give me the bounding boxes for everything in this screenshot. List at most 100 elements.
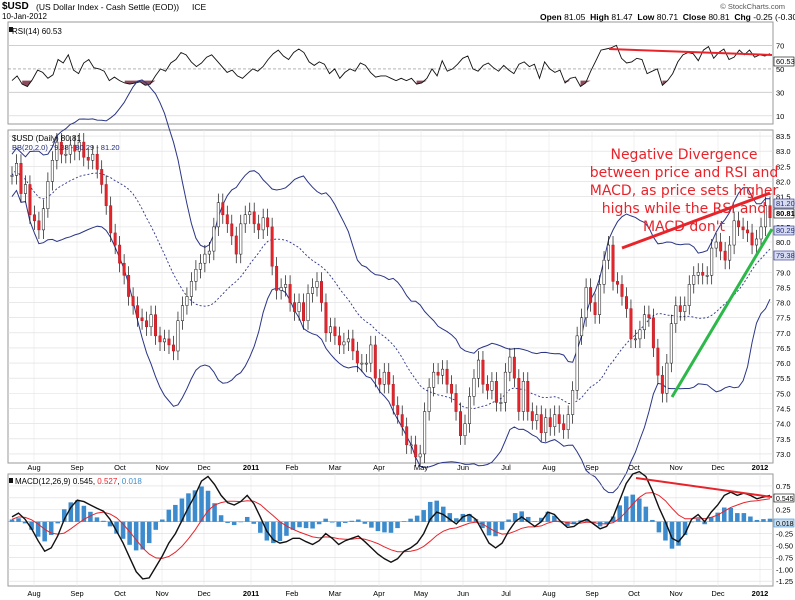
price-candle xyxy=(485,384,489,391)
price-candle xyxy=(203,253,207,264)
histogram-tag: 0.018 xyxy=(776,521,794,528)
histogram-bar xyxy=(68,502,74,522)
price-candle xyxy=(701,272,705,276)
price-candle xyxy=(732,220,736,246)
stockcharts-credit: © StockCharts.com xyxy=(720,2,785,11)
x-tick-label: Mar xyxy=(329,463,342,472)
price-candle xyxy=(91,153,95,161)
price-candle xyxy=(28,184,32,216)
price-candle xyxy=(656,347,660,376)
histogram-bar xyxy=(199,486,204,522)
price-candle xyxy=(521,381,525,412)
price-candle xyxy=(337,335,341,346)
price-tick-label: 76.0 xyxy=(776,359,791,368)
price-candle xyxy=(46,181,50,209)
macd-tick-label: -1.00 xyxy=(776,565,793,574)
x-tick-label: May xyxy=(414,463,428,472)
histogram-bar xyxy=(42,521,47,542)
price-candle xyxy=(86,156,90,161)
price-candle xyxy=(553,414,557,427)
histogram-bar xyxy=(81,505,87,522)
x-tick-label: Oct xyxy=(114,463,127,472)
price-candle xyxy=(158,335,162,343)
price-candle xyxy=(216,202,220,228)
price-candle xyxy=(41,208,45,231)
x-tick-label: May xyxy=(414,589,428,598)
histogram-bar xyxy=(617,505,622,522)
price-candle xyxy=(503,371,507,403)
x-tick-label: 2012 xyxy=(752,463,769,472)
price-candle xyxy=(557,414,561,424)
price-candle xyxy=(571,390,575,415)
histogram-bar xyxy=(695,518,701,522)
price-candle xyxy=(629,308,633,340)
histogram-bar xyxy=(205,490,211,522)
price-tick-label: 77.5 xyxy=(776,314,791,323)
histogram-bar xyxy=(584,519,590,522)
macd-tick-label: 0.25 xyxy=(776,506,791,515)
price-candle xyxy=(355,350,359,364)
rsi-line xyxy=(11,44,771,88)
price-candle xyxy=(351,338,355,352)
price-candle xyxy=(714,241,718,249)
macd-signal-line xyxy=(11,492,771,559)
x-tick-label: 2011 xyxy=(243,463,259,472)
price-candle xyxy=(705,275,709,277)
symbol: $USD xyxy=(2,1,29,12)
rsi-grid xyxy=(8,44,773,117)
histogram-bar xyxy=(369,521,374,528)
price-candle xyxy=(405,426,409,446)
price-candle xyxy=(194,269,198,282)
histogram-bar xyxy=(414,515,420,522)
price-candle xyxy=(696,272,700,276)
price-candle xyxy=(297,302,301,312)
price-tick-label: 75.5 xyxy=(776,374,791,383)
histogram-bar xyxy=(682,521,688,535)
price-candle xyxy=(418,453,422,458)
price-candle xyxy=(167,338,171,346)
price-candle xyxy=(275,265,279,291)
histogram-bar xyxy=(212,503,217,522)
histogram-bar xyxy=(741,513,747,522)
histogram-bar xyxy=(290,521,296,530)
histogram-bar xyxy=(336,521,341,527)
price-candle xyxy=(270,226,274,267)
x-tick-label: Oct xyxy=(628,463,641,472)
histogram-bar xyxy=(604,521,609,524)
price-candle xyxy=(575,335,579,391)
histogram-bar xyxy=(630,494,636,522)
histogram-bar xyxy=(532,521,538,522)
price-candle xyxy=(324,302,328,334)
price-candle xyxy=(423,411,427,455)
bollinger-middle xyxy=(11,168,771,409)
histogram-bar xyxy=(748,516,753,522)
histogram-bar xyxy=(160,519,165,522)
price-candle xyxy=(109,205,113,234)
x-tick-label: Dec xyxy=(711,463,725,472)
macd-divergence-line xyxy=(635,477,773,498)
price-candle xyxy=(212,226,216,252)
price-tick-label: 74.0 xyxy=(776,420,791,429)
bb-upper-tag: 81.20 xyxy=(776,199,795,208)
histogram-bar xyxy=(754,519,760,522)
histogram-bar xyxy=(761,519,766,522)
macd-histogram xyxy=(9,486,773,551)
macd-tick-label: -0.25 xyxy=(776,530,793,539)
price-candle xyxy=(32,214,36,222)
histogram-bar xyxy=(356,519,361,522)
histogram-bar xyxy=(127,521,132,545)
histogram-bar xyxy=(140,521,145,550)
x-tick-label: Dec xyxy=(711,589,725,598)
rsi-divergence-line xyxy=(608,48,773,56)
price-candle xyxy=(100,169,104,185)
histogram-bar xyxy=(173,504,178,522)
price-candle xyxy=(333,326,337,337)
price-tick-label: 81.5 xyxy=(776,193,791,202)
price-candle xyxy=(593,302,597,315)
rsi-value-tag: 60.53 xyxy=(776,57,795,66)
rsi-tick-label: 10 xyxy=(776,112,784,121)
price-candle xyxy=(450,384,454,394)
histogram-bar xyxy=(552,515,557,522)
histogram-bar xyxy=(702,521,707,525)
price-tick-label: 78.5 xyxy=(776,283,791,292)
